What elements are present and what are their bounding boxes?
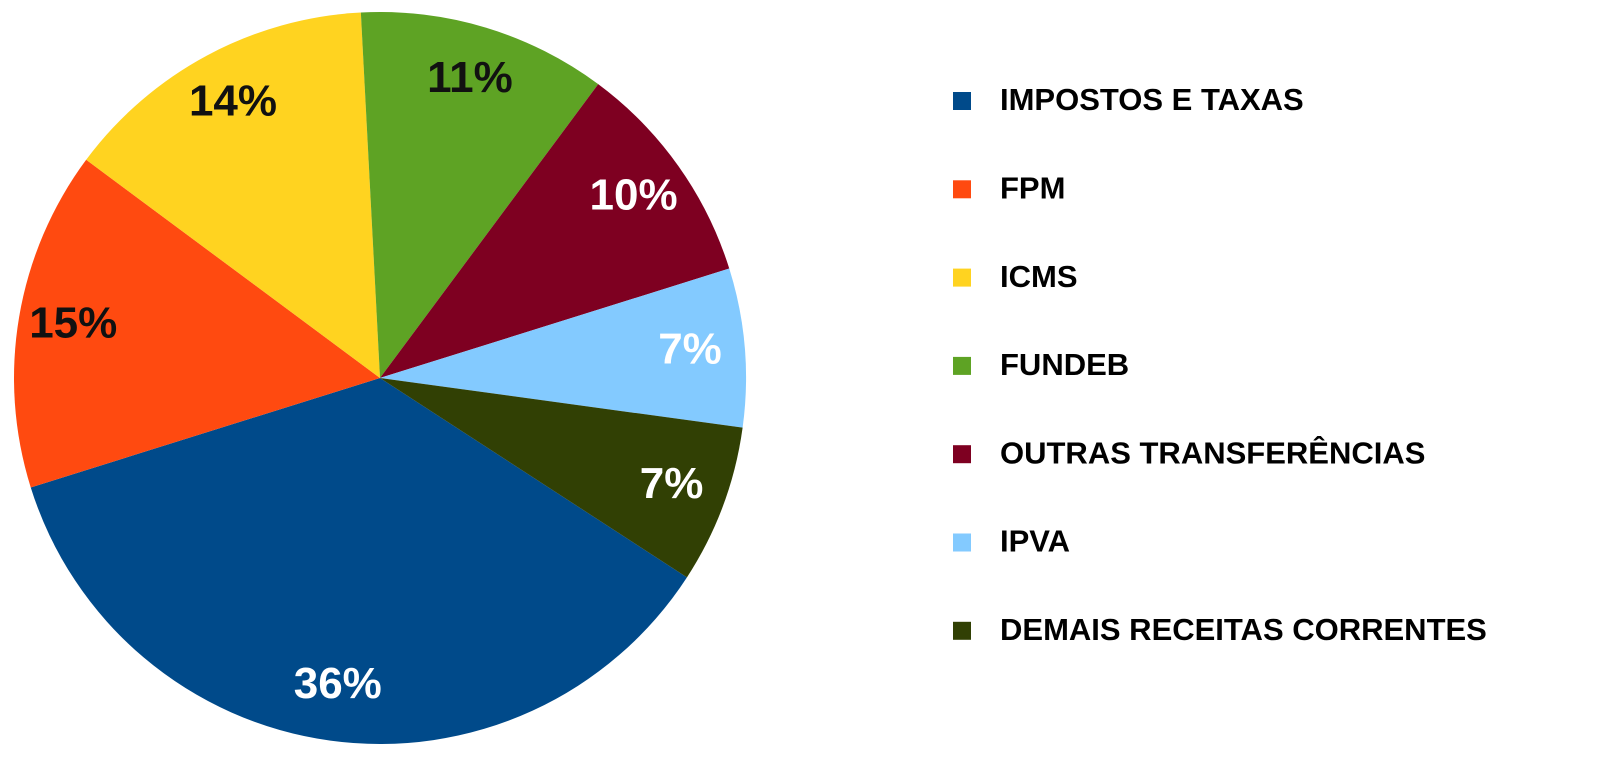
pie-slice: [380, 378, 743, 578]
pie-slice: [14, 159, 381, 488]
slice-label: 14%: [189, 76, 277, 125]
legend-label: DEMAIS RECEITAS CORRENTES: [1000, 612, 1487, 647]
pie-slice: [380, 268, 746, 428]
pie-slice: [86, 12, 381, 379]
legend-label: IMPOSTOS E TAXAS: [1000, 82, 1304, 117]
pie-slice: [360, 11, 599, 378]
legend-label: OUTRAS TRANSFERÊNCIAS: [1000, 434, 1425, 470]
slice-label: 36%: [294, 659, 382, 708]
pie-slice: [380, 84, 730, 379]
pie-slice: [30, 378, 687, 744]
slice-label: 7%: [658, 325, 722, 374]
slice-label: 7%: [640, 459, 704, 508]
slice-label: 11%: [427, 53, 513, 102]
legend-swatch: [953, 621, 971, 640]
legend-swatch: [953, 92, 971, 110]
legend-label: IPVA: [1000, 524, 1070, 559]
legend-label: FPM: [1000, 170, 1065, 205]
slice-label: 15%: [29, 299, 117, 348]
legend-swatch: [953, 180, 971, 199]
legend-swatch: [953, 268, 971, 287]
slice-label: 10%: [590, 170, 678, 219]
legend-swatch: [953, 356, 971, 375]
legend-label: FUNDEB: [1000, 347, 1129, 382]
legend-label: ICMS: [1000, 259, 1078, 294]
legend-swatch: [953, 445, 971, 464]
legend-swatch: [953, 533, 971, 552]
